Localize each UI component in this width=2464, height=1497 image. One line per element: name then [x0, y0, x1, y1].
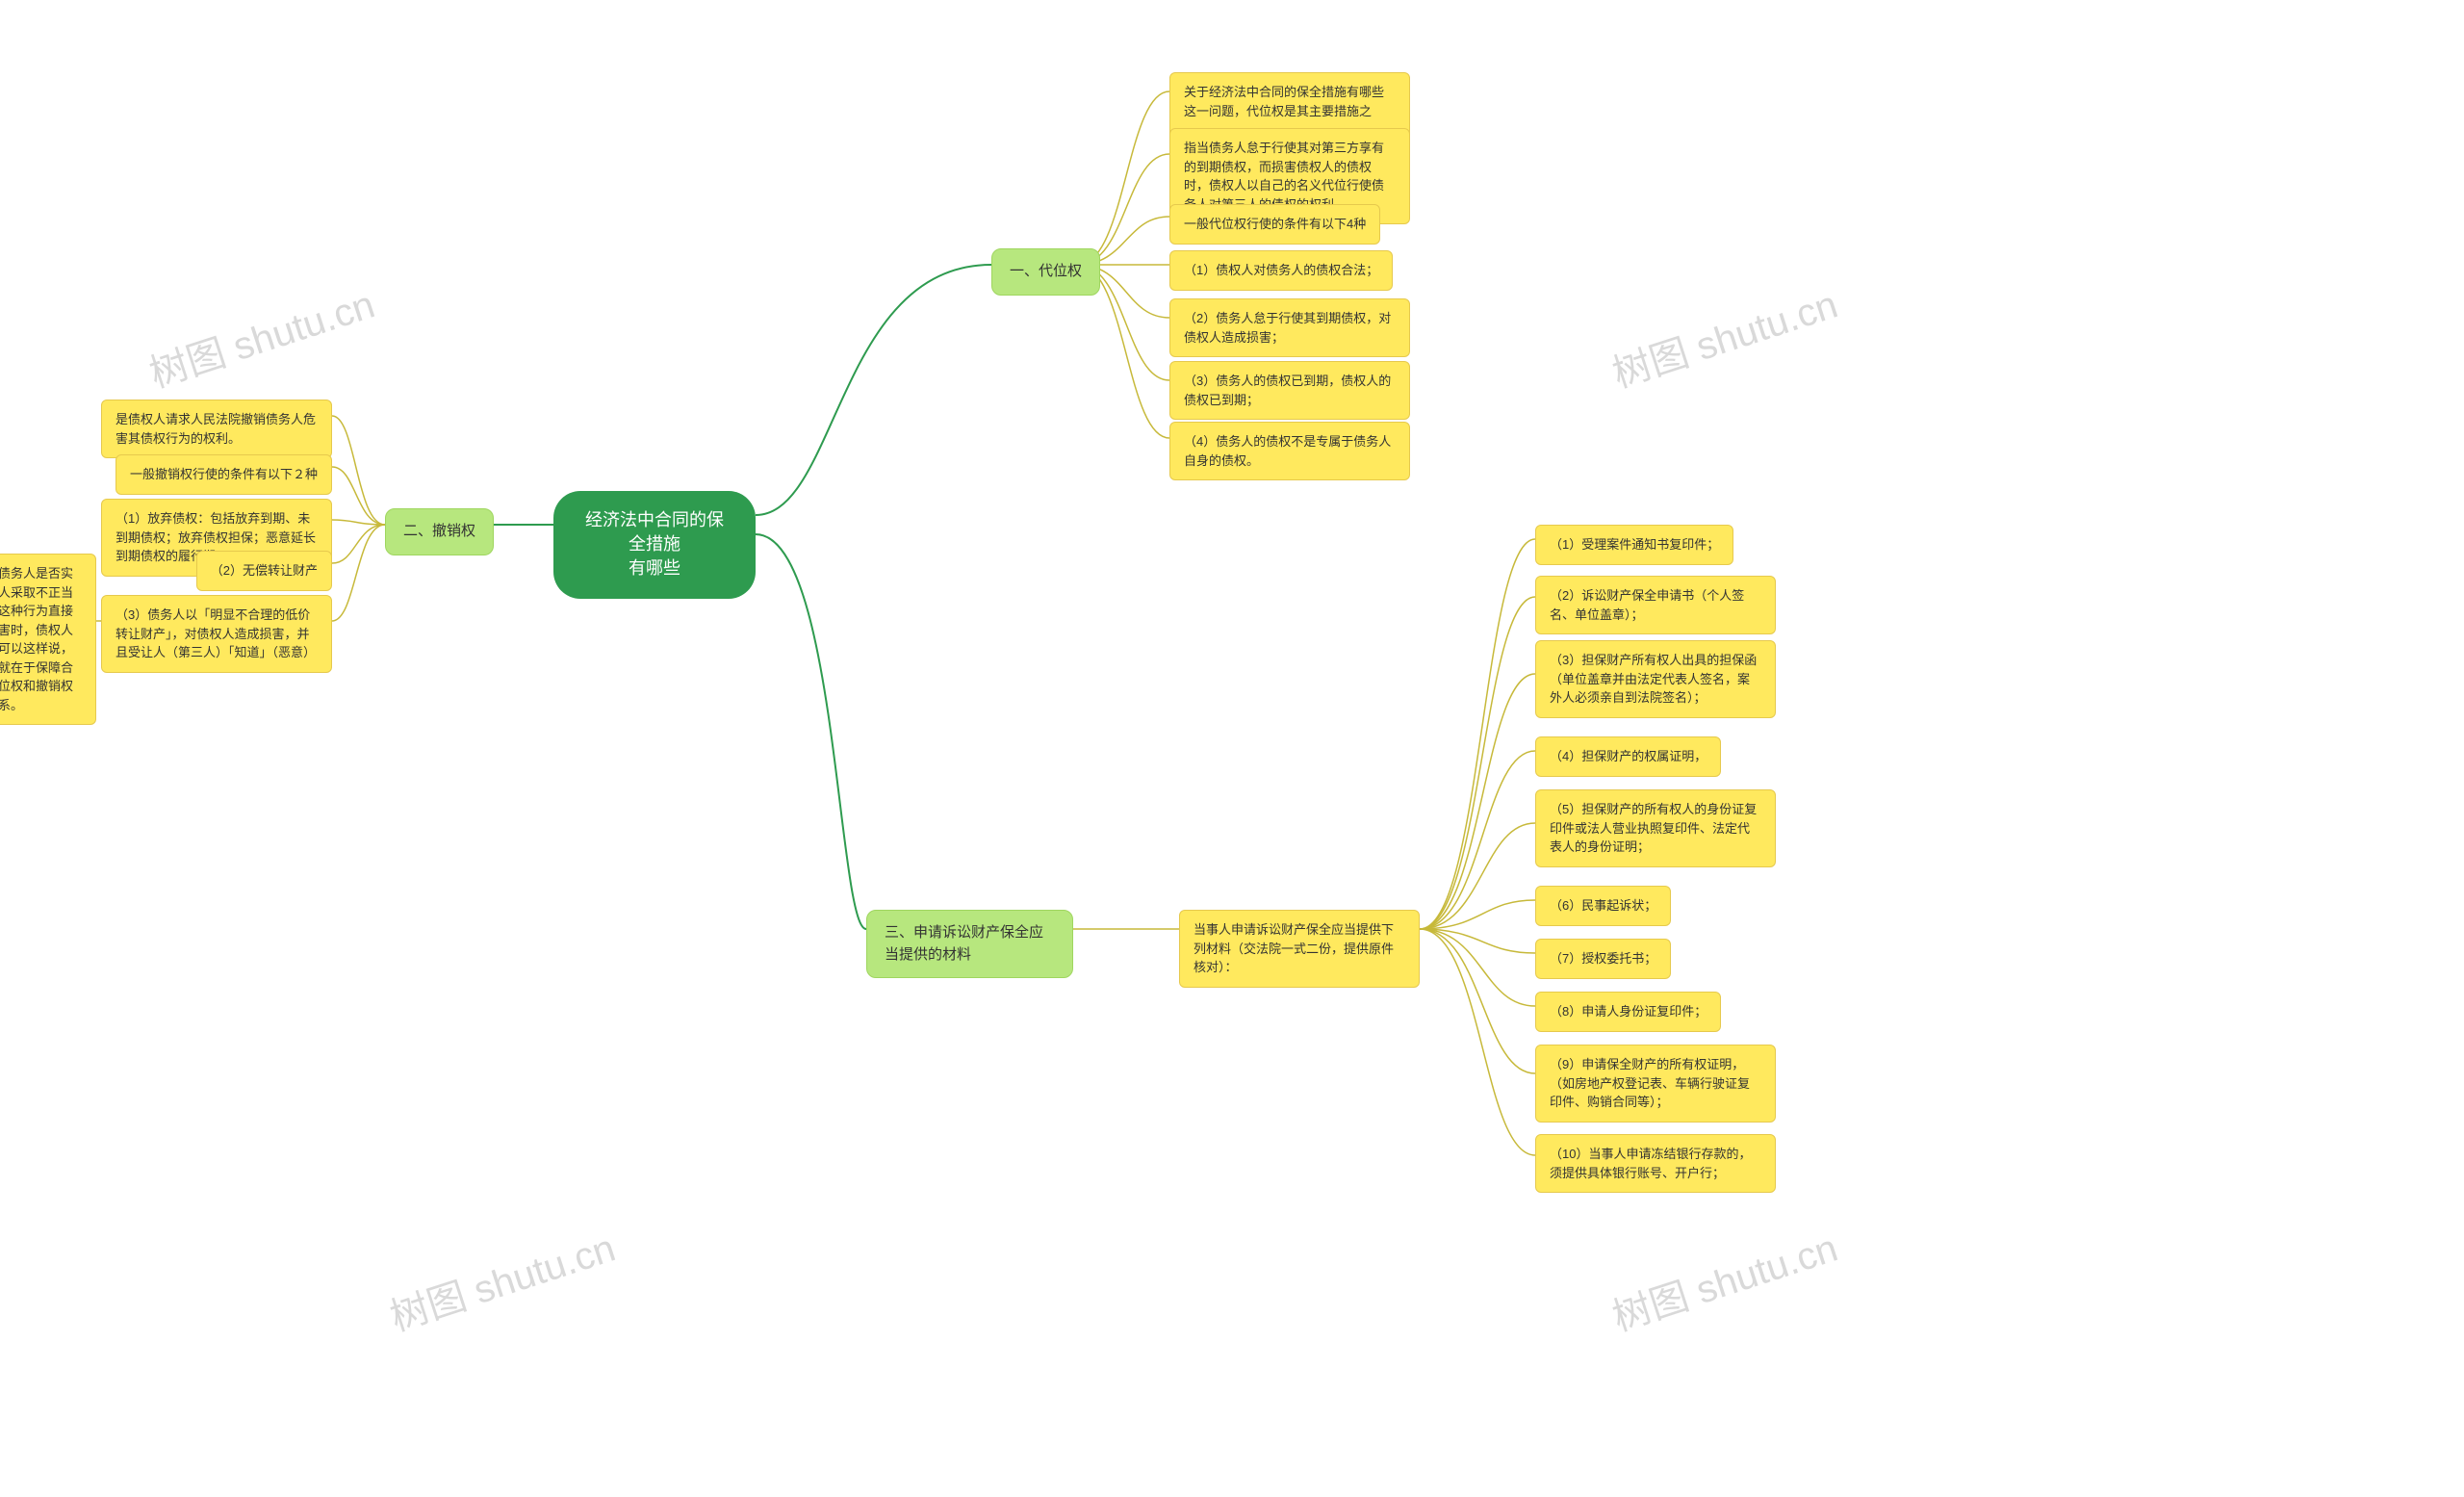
watermark: 树图 shutu.cn: [141, 273, 380, 399]
branch3-sub: 当事人申请诉讼财产保全应当提供下列材料（交法院一式二份，提供原件核对）：: [1179, 910, 1420, 988]
branch-3: 三、申请诉讼财产保全应当提供的材料: [866, 910, 1073, 978]
branch3-leaf-6: （7）授权委托书；: [1535, 939, 1671, 979]
root-line1: 经济法中合同的保全措施: [580, 508, 729, 556]
branch3-leaf-0: （1）受理案件通知书复印件；: [1535, 525, 1733, 565]
branch3-leaf-4: （5）担保财产的所有权人的身份证复印件或法人营业执照复印件、法定代表人的身份证明…: [1535, 789, 1776, 867]
branch3-leaf-9: （10）当事人申请冻结银行存款的，须提供具体银行账号、开户行；: [1535, 1134, 1776, 1193]
branch2-leaf-1: 一般撤销权行使的条件有以下２种: [116, 454, 332, 495]
branch1-leaf-2: 一般代位权行使的条件有以下4种: [1169, 204, 1380, 245]
branch1-leaf-6: （4）债务人的债权不是专属于债务人自身的债权。: [1169, 422, 1410, 480]
branch3-leaf-3: （4）担保财产的权属证明，: [1535, 736, 1721, 777]
branch1-leaf-4: （2）债务人怠于行使其到期债权，对债权人造成损害；: [1169, 298, 1410, 357]
branch2-extra-leaf: 根据合同保全原则，无论债务人是否实施了违约行为，只要债务人采取不正当的手段处分其…: [0, 554, 96, 725]
root-line2: 有哪些: [580, 556, 729, 581]
branch2-leaf-4: （3）债务人以「明显不合理的低价转让财产」，对债权人造成损害，并且受让人（第三人…: [101, 595, 332, 673]
branch3-leaf-7: （8）申请人身份证复印件；: [1535, 992, 1721, 1032]
branch-2: 二、撤销权: [385, 508, 494, 555]
branch3-leaf-8: （9）申请保全财产的所有权证明，（如房地产权登记表、车辆行驶证复印件、购销合同等…: [1535, 1045, 1776, 1123]
watermark: 树图 shutu.cn: [1604, 1217, 1843, 1342]
branch3-leaf-5: （6）民事起诉状；: [1535, 886, 1671, 926]
watermark: 树图 shutu.cn: [1604, 273, 1843, 399]
watermark: 树图 shutu.cn: [382, 1217, 621, 1342]
root-node: 经济法中合同的保全措施 有哪些: [553, 491, 756, 599]
branch1-leaf-3: （1）债权人对债务人的债权合法；: [1169, 250, 1393, 291]
branch3-leaf-2: （3）担保财产所有权人出具的担保函（单位盖章并由法定代表人签名，案外人必须亲自到…: [1535, 640, 1776, 718]
branch3-leaf-1: （2）诉讼财产保全申请书（个人签名、单位盖章）；: [1535, 576, 1776, 634]
branch1-leaf-5: （3）债务人的债权已到期，债权人的债权已到期；: [1169, 361, 1410, 420]
branch2-leaf-3: （2）无偿转让财产: [196, 551, 332, 591]
branch2-leaf-0: 是债权人请求人民法院撤销债务人危害其债权行为的权利。: [101, 400, 332, 458]
branch-1: 一、代位权: [991, 248, 1100, 296]
